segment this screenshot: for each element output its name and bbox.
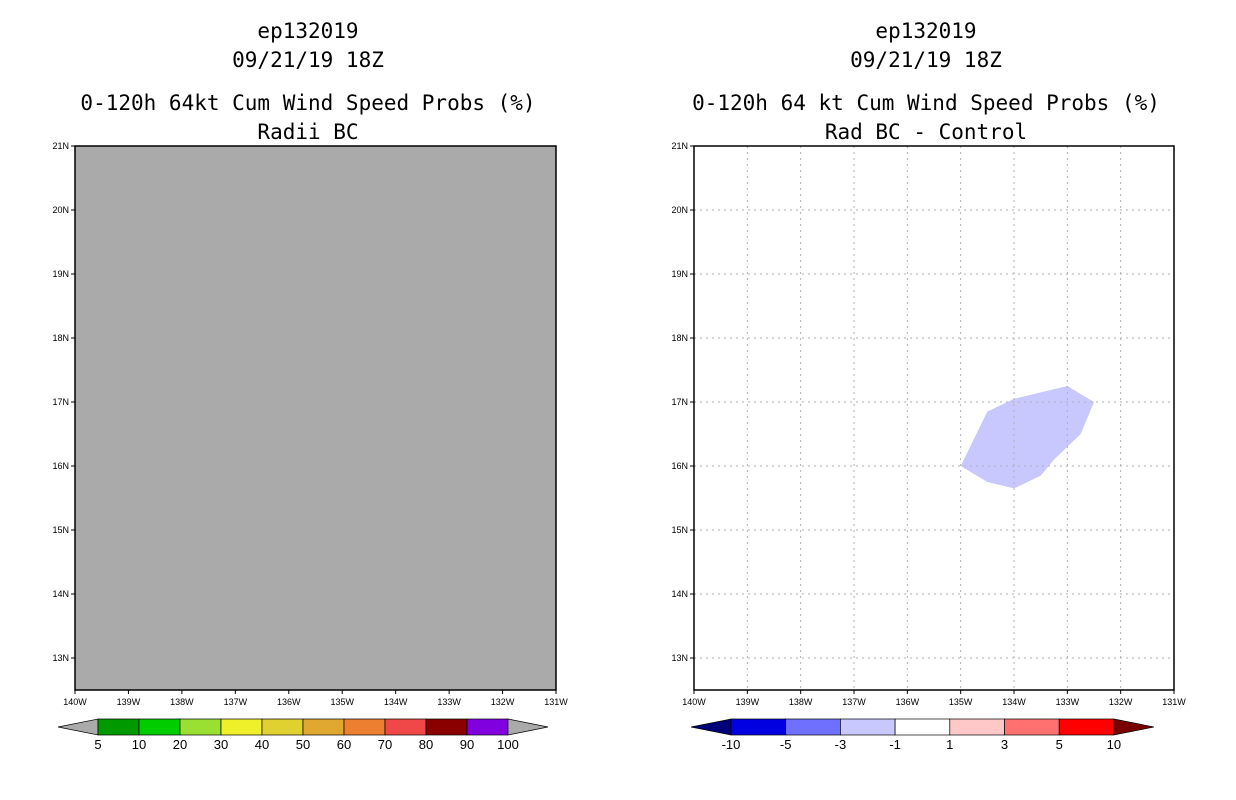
right-x-tick-label: 131W (1162, 697, 1186, 707)
left-y-tick-label: 17N (52, 397, 69, 407)
left-plot-frame (74, 145, 557, 691)
left-colorbar-label: 90 (460, 737, 474, 752)
left-colorbar-segment (466, 718, 509, 736)
left-colorbar-segment (97, 718, 140, 736)
right-colorbar-label: -1 (889, 737, 901, 752)
right-x-tick-label: 137W (842, 697, 866, 707)
left-colorbar-label: 10 (132, 737, 146, 752)
left-y-tick-label: 18N (52, 333, 69, 343)
right-colorbar-label: 1 (946, 737, 953, 752)
left-y-tick-label: 15N (52, 525, 69, 535)
right-y-tick-label: 16N (671, 461, 688, 471)
right-datetime: 09/21/19 18Z (850, 48, 1002, 72)
right-x-tick-label: 138W (789, 697, 813, 707)
left-colorbar-over-triangle (507, 718, 549, 736)
right-x-tick-label: 139W (736, 697, 760, 707)
right-chart-title: 0-120h 64 kt Cum Wind Speed Probs (%) (692, 91, 1160, 115)
left-x-tick-label: 138W (170, 697, 194, 707)
left-y-tick-label: 20N (52, 205, 69, 215)
right-y-tick-label: 17N (671, 397, 688, 407)
left-chart-subtitle: Radii BC (257, 120, 358, 144)
left-x-tick-label: 133W (437, 697, 461, 707)
left-colorbar-segment (302, 718, 345, 736)
right-colorbar-over-triangle (1113, 718, 1154, 736)
left-y-tick-label: 13N (52, 653, 69, 663)
right-map-panel: 140W 139W 138W 137W 136W 135W 134W 133W 132W 131W… (671, 141, 1186, 707)
left-colorbar-label: 50 (296, 737, 310, 752)
right-colorbar-segment (785, 718, 841, 736)
left-x-tick-label: 135W (330, 697, 354, 707)
left-x-tick-label: 140W (63, 697, 87, 707)
left-x-tick-label: 134W (384, 697, 408, 707)
left-y-tick-label: 14N (52, 589, 69, 599)
left-chart-title: 0-120h 64kt Cum Wind Speed Probs (%) (80, 91, 535, 115)
right-colorbar-segment (730, 718, 787, 736)
right-x-tick-label: 140W (682, 697, 706, 707)
right-panel-titles: ep132019 09/21/19 18Z 0-120h 64 kt Cum W… (692, 19, 1160, 144)
right-contour-region (960, 386, 1094, 489)
left-datetime: 09/21/19 18Z (232, 48, 384, 72)
right-colorbar-under-triangle (690, 718, 732, 736)
right-plot-area (694, 146, 1174, 690)
left-colorbar-label: 30 (214, 737, 228, 752)
right-y-tick-label: 14N (671, 589, 688, 599)
right-colorbar-label: 10 (1107, 737, 1121, 752)
left-y-tick-label: 19N (52, 269, 69, 279)
left-colorbar-label: 20 (173, 737, 187, 752)
left-colorbar-segment (179, 718, 222, 736)
right-colorbar-label: 5 (1056, 737, 1063, 752)
left-colorbar-label: 80 (419, 737, 433, 752)
left-colorbar-label: 5 (94, 737, 101, 752)
left-colorbar-under-triangle (57, 718, 99, 736)
left-colorbar-segment (138, 718, 181, 736)
left-y-tick-label: 16N (52, 461, 69, 471)
left-storm-id: ep132019 (257, 19, 358, 43)
right-y-tick-label: 21N (671, 141, 688, 151)
right-x-tick-label: 136W (896, 697, 920, 707)
left-colorbar-label: 70 (378, 737, 392, 752)
left-colorbar-label: 60 (337, 737, 351, 752)
left-colorbar-segment (220, 718, 263, 736)
right-colorbar-segment (894, 718, 951, 736)
right-x-tick-label: 135W (949, 697, 973, 707)
left-colorbar-segment (384, 718, 427, 736)
right-colorbar-label: -5 (780, 737, 792, 752)
left-colorbar-segment (261, 718, 304, 736)
left-colorbar-segment (425, 718, 468, 736)
right-plot-frame (693, 145, 1175, 691)
left-colorbar: 5 10 20 30 40 50 60 70 80 90 100 (57, 718, 549, 752)
left-x-tick-label: 131W (544, 697, 568, 707)
left-plot-area (75, 146, 556, 690)
right-colorbar-segment (1058, 718, 1115, 736)
right-y-tick-label: 20N (671, 205, 688, 215)
right-colorbar-segment (840, 718, 896, 736)
right-colorbar-segment (949, 718, 1005, 736)
left-y-tick-label: 21N (52, 141, 69, 151)
left-x-tick-label: 139W (117, 697, 141, 707)
left-colorbar-label: 40 (255, 737, 269, 752)
left-x-tick-label: 137W (224, 697, 248, 707)
right-x-tick-label: 133W (1056, 697, 1080, 707)
right-y-tick-label: 19N (671, 269, 688, 279)
right-colorbar-label: 3 (1001, 737, 1008, 752)
right-colorbar-label: -10 (722, 737, 741, 752)
left-panel-titles: ep132019 09/21/19 18Z 0-120h 64kt Cum Wi… (80, 19, 535, 144)
right-chart-subtitle: Rad BC - Control (825, 120, 1027, 144)
left-x-tick-label: 132W (491, 697, 515, 707)
left-x-tick-label: 136W (277, 697, 301, 707)
right-y-tick-label: 15N (671, 525, 688, 535)
right-x-tick-label: 132W (1109, 697, 1133, 707)
left-colorbar-label: 100 (497, 737, 519, 752)
left-colorbar-segment (343, 718, 386, 736)
left-map-panel: 140W 139W 138W 137W 136W 135W 134W 133W 132W 131W… (52, 141, 568, 707)
right-colorbar-segment (1004, 718, 1060, 736)
right-x-tick-label: 134W (1002, 697, 1026, 707)
right-colorbar: -10 -5 -3 -1 1 3 5 10 (690, 718, 1154, 752)
right-colorbar-label: -3 (835, 737, 847, 752)
right-y-tick-label: 18N (671, 333, 688, 343)
right-y-tick-label: 13N (671, 653, 688, 663)
right-storm-id: ep132019 (875, 19, 976, 43)
